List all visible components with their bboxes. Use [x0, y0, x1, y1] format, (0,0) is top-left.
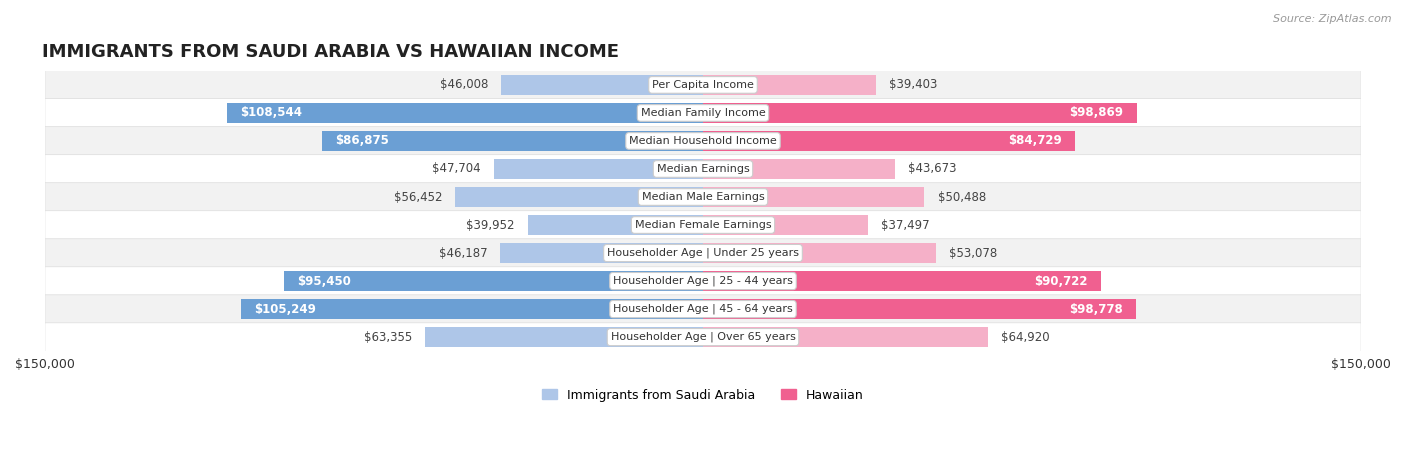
Text: $43,673: $43,673: [908, 163, 956, 176]
Bar: [703, 103, 1136, 123]
Text: $86,875: $86,875: [335, 134, 389, 148]
Bar: [284, 271, 703, 291]
Text: $105,249: $105,249: [254, 303, 316, 316]
Bar: [703, 187, 925, 207]
Text: Median Male Earnings: Median Male Earnings: [641, 192, 765, 202]
FancyBboxPatch shape: [45, 155, 1361, 183]
Text: Source: ZipAtlas.com: Source: ZipAtlas.com: [1274, 14, 1392, 24]
Text: $84,729: $84,729: [1008, 134, 1062, 148]
Bar: [703, 75, 876, 95]
Bar: [501, 243, 703, 263]
Bar: [703, 159, 894, 179]
Bar: [501, 75, 703, 95]
Text: $63,355: $63,355: [364, 331, 412, 344]
Bar: [456, 187, 703, 207]
Text: Per Capita Income: Per Capita Income: [652, 80, 754, 90]
FancyBboxPatch shape: [45, 267, 1361, 295]
Bar: [703, 327, 988, 347]
Bar: [242, 299, 703, 319]
FancyBboxPatch shape: [45, 183, 1361, 211]
Text: Median Family Income: Median Family Income: [641, 108, 765, 118]
Text: Householder Age | 25 - 44 years: Householder Age | 25 - 44 years: [613, 276, 793, 286]
Text: $108,544: $108,544: [240, 106, 302, 120]
Bar: [703, 215, 868, 235]
FancyBboxPatch shape: [45, 239, 1361, 267]
FancyBboxPatch shape: [45, 323, 1361, 351]
Text: $37,497: $37,497: [880, 219, 929, 232]
Bar: [703, 131, 1074, 151]
Text: $53,078: $53,078: [949, 247, 997, 260]
Text: $47,704: $47,704: [432, 163, 481, 176]
Text: $98,778: $98,778: [1070, 303, 1123, 316]
Legend: Immigrants from Saudi Arabia, Hawaiian: Immigrants from Saudi Arabia, Hawaiian: [537, 383, 869, 406]
Text: $50,488: $50,488: [938, 191, 986, 204]
Text: $90,722: $90,722: [1035, 275, 1088, 288]
Text: $39,952: $39,952: [465, 219, 515, 232]
FancyBboxPatch shape: [45, 295, 1361, 323]
Text: $98,869: $98,869: [1070, 106, 1123, 120]
Text: $46,187: $46,187: [439, 247, 488, 260]
Bar: [703, 243, 936, 263]
Text: $64,920: $64,920: [1001, 331, 1050, 344]
Text: Median Female Earnings: Median Female Earnings: [634, 220, 772, 230]
Text: $39,403: $39,403: [889, 78, 938, 92]
Text: Householder Age | 45 - 64 years: Householder Age | 45 - 64 years: [613, 304, 793, 314]
FancyBboxPatch shape: [45, 211, 1361, 239]
Bar: [703, 271, 1101, 291]
Text: Householder Age | Over 65 years: Householder Age | Over 65 years: [610, 332, 796, 342]
Text: IMMIGRANTS FROM SAUDI ARABIA VS HAWAIIAN INCOME: IMMIGRANTS FROM SAUDI ARABIA VS HAWAIIAN…: [42, 43, 619, 61]
Bar: [494, 159, 703, 179]
FancyBboxPatch shape: [45, 99, 1361, 127]
Text: Householder Age | Under 25 years: Householder Age | Under 25 years: [607, 248, 799, 258]
Bar: [322, 131, 703, 151]
Text: $46,008: $46,008: [440, 78, 488, 92]
FancyBboxPatch shape: [45, 71, 1361, 99]
Text: $95,450: $95,450: [298, 275, 352, 288]
Text: $56,452: $56,452: [394, 191, 441, 204]
Text: Median Household Income: Median Household Income: [628, 136, 778, 146]
Text: Median Earnings: Median Earnings: [657, 164, 749, 174]
FancyBboxPatch shape: [45, 127, 1361, 155]
Bar: [425, 327, 703, 347]
Bar: [527, 215, 703, 235]
Bar: [703, 299, 1136, 319]
Bar: [226, 103, 703, 123]
